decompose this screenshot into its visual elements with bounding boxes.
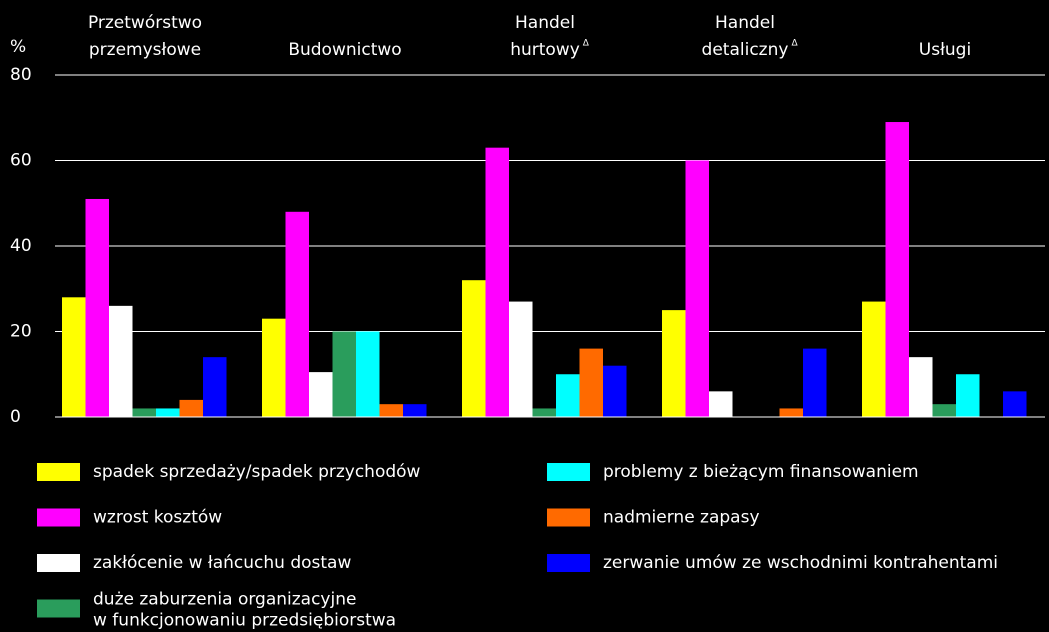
bar — [956, 374, 980, 417]
legend-label: duże zaburzenia organizacyjne — [93, 590, 356, 610]
y-tick-label: 0 — [10, 407, 21, 427]
x-tick-label: Przetwórstwo — [88, 13, 202, 33]
bar — [862, 301, 886, 417]
legend-label: zakłócenie w łańcuchu dostaw — [93, 553, 351, 573]
bar — [579, 348, 603, 417]
bar — [485, 147, 509, 418]
bar — [156, 408, 180, 417]
bar — [509, 301, 533, 417]
legend-swatch — [547, 463, 590, 481]
legend-label: wzrost kosztów — [93, 508, 222, 528]
bar — [85, 198, 109, 417]
bar — [203, 357, 227, 417]
bar — [332, 331, 356, 417]
bar — [262, 318, 286, 417]
bar — [885, 122, 909, 418]
bar — [403, 404, 427, 417]
bar — [462, 280, 486, 417]
legend-label: problemy z bieżącym finansowaniem — [603, 462, 919, 482]
legend-swatch — [37, 463, 80, 481]
bar — [685, 160, 709, 417]
x-tick-label: Budownictwo — [288, 40, 401, 60]
bar — [909, 357, 933, 417]
legend-swatch — [547, 508, 590, 527]
y-tick-label: 60 — [10, 151, 32, 171]
x-tick-label: hurtowy — [510, 40, 580, 60]
legend-label: w funkcjonowaniu przedsiębiorstwa — [93, 611, 396, 631]
bar — [556, 374, 580, 417]
bar — [662, 310, 686, 417]
bar — [109, 305, 133, 417]
bar — [532, 408, 556, 417]
bar — [603, 365, 627, 417]
category-mark: Δ — [791, 39, 798, 49]
x-tick-label: przemysłowe — [89, 40, 201, 60]
bar — [62, 297, 86, 417]
bar — [132, 408, 156, 417]
x-tick-label: Handel — [715, 13, 775, 33]
y-tick-label: 80 — [10, 65, 32, 85]
legend-swatch — [547, 554, 590, 572]
bar — [379, 404, 403, 417]
y-tick-label: 40 — [10, 236, 32, 256]
x-tick-label: detaliczny — [702, 40, 789, 60]
bar — [285, 211, 309, 417]
legend-label: spadek sprzedaży/spadek przychodów — [93, 462, 421, 482]
y-tick-label: 20 — [10, 322, 32, 342]
legend-label: nadmierne zapasy — [603, 508, 760, 528]
bar — [779, 408, 803, 417]
bar — [709, 391, 733, 417]
bar — [803, 348, 827, 417]
bar — [179, 399, 203, 417]
bar — [1003, 391, 1027, 417]
y-axis-label: % — [10, 37, 26, 57]
x-tick-label: Handel — [515, 13, 575, 33]
category-mark: Δ — [583, 39, 590, 49]
legend-swatch — [37, 508, 80, 527]
legend-swatch — [37, 554, 80, 572]
legend-label: zerwanie umów ze wschodnimi kontrahentam… — [603, 553, 998, 573]
bar — [309, 372, 333, 417]
bar — [932, 404, 956, 417]
bar — [356, 331, 380, 417]
x-tick-label: Usługi — [919, 40, 971, 60]
legend-swatch — [37, 599, 80, 618]
